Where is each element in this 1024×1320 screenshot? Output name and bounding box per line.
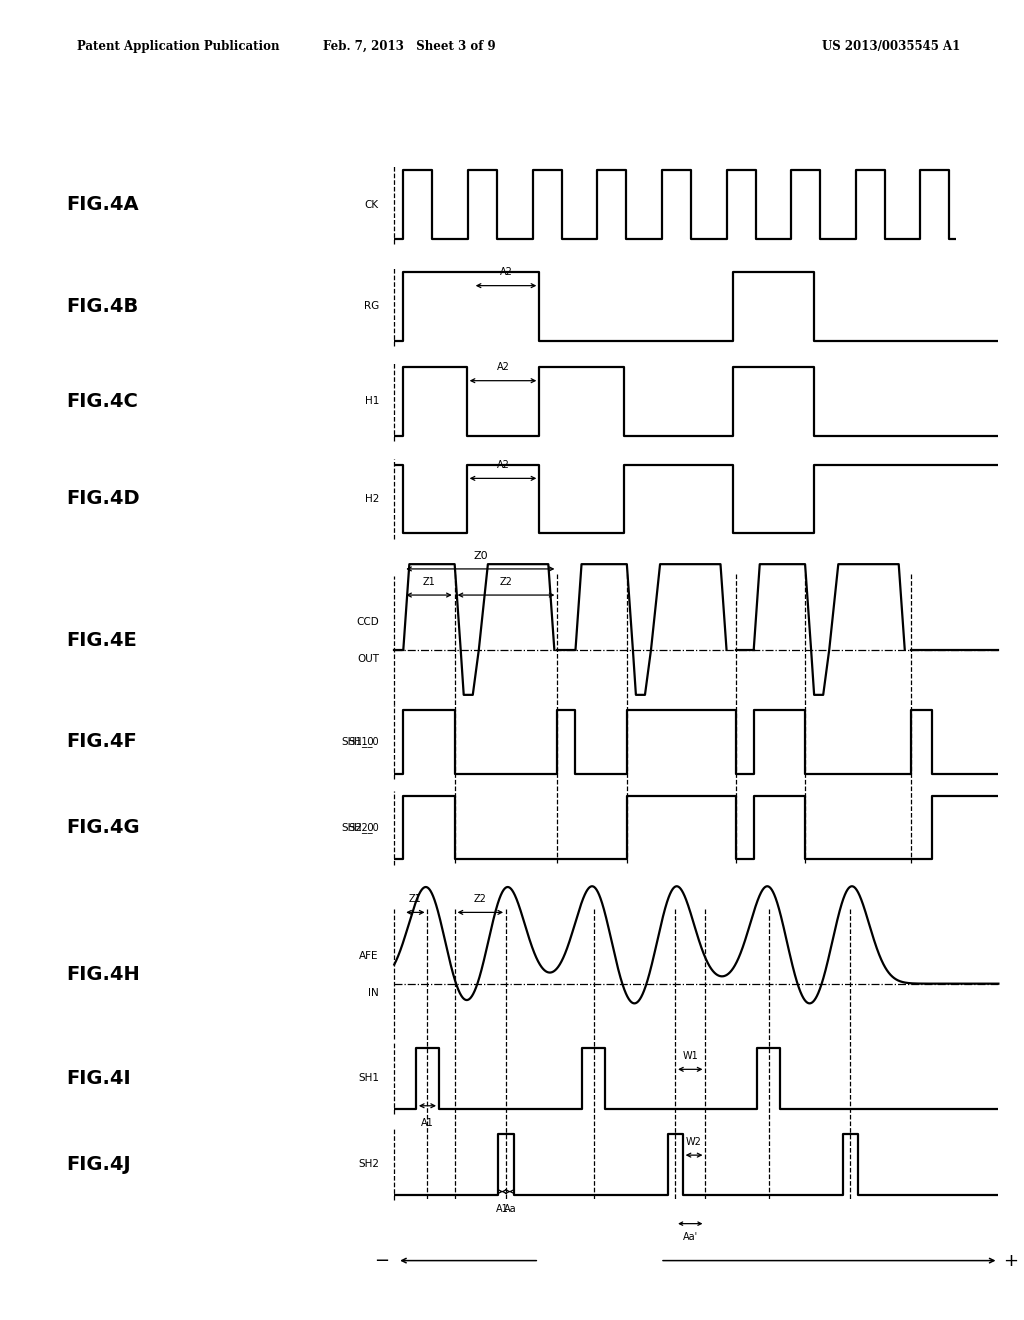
Text: Feb. 7, 2013   Sheet 3 of 9: Feb. 7, 2013 Sheet 3 of 9	[324, 40, 496, 53]
Text: SH1_0: SH1_0	[348, 737, 379, 747]
Text: FIG.4I: FIG.4I	[67, 1069, 131, 1088]
Text: +: +	[1004, 1251, 1018, 1270]
Text: A2: A2	[500, 268, 512, 277]
Text: A2: A2	[497, 363, 509, 372]
Text: A1: A1	[496, 1204, 509, 1213]
Text: FIG.4D: FIG.4D	[67, 490, 140, 508]
Text: A2: A2	[497, 461, 509, 470]
Text: SH2_0: SH2_0	[341, 822, 374, 833]
Text: SH2_0: SH2_0	[348, 822, 379, 833]
Text: Patent Application Publication: Patent Application Publication	[77, 40, 280, 53]
Text: IN: IN	[369, 987, 379, 998]
Text: H2: H2	[365, 494, 379, 504]
Text: OUT: OUT	[357, 653, 379, 664]
Text: Aa: Aa	[504, 1204, 516, 1213]
Text: Z1: Z1	[423, 577, 435, 587]
Text: FIG.4E: FIG.4E	[67, 631, 137, 649]
Text: SH1_0: SH1_0	[341, 737, 374, 747]
Text: Aa': Aa'	[683, 1232, 697, 1242]
Text: FIG.4J: FIG.4J	[67, 1155, 131, 1173]
Text: CK: CK	[365, 199, 379, 210]
Text: FIG.4A: FIG.4A	[67, 195, 139, 214]
Text: SH1: SH1	[357, 1073, 379, 1084]
Text: US 2013/0035545 A1: US 2013/0035545 A1	[821, 40, 961, 53]
Text: Z0: Z0	[473, 550, 487, 561]
Text: A1: A1	[421, 1118, 434, 1127]
Text: Z2: Z2	[500, 577, 512, 587]
Text: −: −	[375, 1251, 389, 1270]
Text: FIG.4F: FIG.4F	[67, 733, 137, 751]
Text: Z2: Z2	[474, 894, 486, 904]
Text: FIG.4C: FIG.4C	[67, 392, 138, 411]
Text: CCD: CCD	[356, 616, 379, 627]
Text: AFE: AFE	[359, 950, 379, 961]
Text: H1: H1	[365, 396, 379, 407]
Text: Z1: Z1	[409, 894, 422, 904]
Text: FIG.4H: FIG.4H	[67, 965, 140, 983]
Text: SH2: SH2	[357, 1159, 379, 1170]
Text: W2: W2	[686, 1137, 702, 1147]
Text: FIG.4G: FIG.4G	[67, 818, 140, 837]
Text: W1: W1	[682, 1051, 698, 1061]
Text: RG: RG	[364, 301, 379, 312]
Text: FIG.4B: FIG.4B	[67, 297, 139, 315]
